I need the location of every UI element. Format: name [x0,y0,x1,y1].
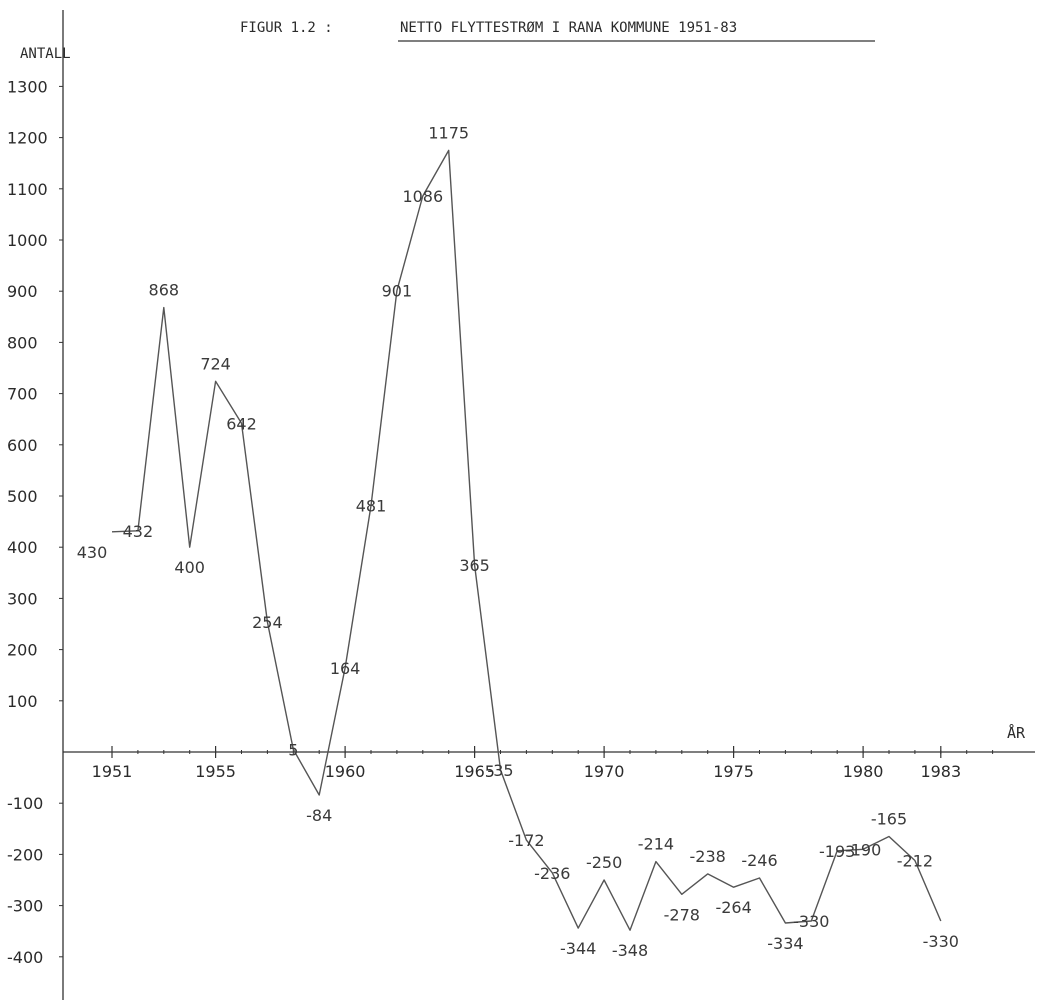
y-tick-label: 300 [7,589,38,608]
data-label: -190 [845,840,881,859]
y-tick-label: 1200 [7,129,48,148]
y-tick-label: 1000 [7,231,48,250]
y-tick-label: 100 [7,692,38,711]
x-tick-label: 1975 [713,762,754,781]
data-labels: 430 432 868 400 724 642 254 5 -84 164 481 901 1086 11… [77,123,959,960]
data-label: 5 [288,740,298,759]
x-tick-label: 1970 [584,762,625,781]
y-tick-label: 600 [7,436,38,455]
data-label: 481 [356,497,387,516]
data-label: -172 [508,831,544,850]
data-label: 1086 [402,187,443,206]
data-label: -84 [306,806,332,825]
y-tick-label: 700 [7,385,38,404]
y-tick-label: 1300 [7,77,48,96]
series-line [111,149,942,931]
chart-subtitle: NETTO FLYTTESTRØM I RANA KOMMUNE 1951-83 [400,20,737,36]
data-label: -193 [819,842,855,861]
data-label: -278 [664,905,700,924]
y-tick-label: -100 [7,794,43,813]
data-label: -344 [560,939,596,958]
x-tick-label: 1965 [454,762,495,781]
data-label: 400 [174,558,205,577]
data-label: 365 [459,556,490,575]
data-label: 901 [382,282,413,301]
x-tick-label: 1960 [325,762,366,781]
y-tick-label: 900 [7,282,38,301]
data-label: 430 [77,543,108,562]
y-tick-label: 200 [7,641,38,660]
data-label: -348 [612,941,648,960]
y-axis-label: ANTALL [20,46,71,62]
data-label: -35 [487,761,513,780]
y-tick-label: 800 [7,333,38,352]
data-label: 868 [149,281,180,300]
y-tick-label: -200 [7,845,43,864]
data-label: 724 [200,354,231,373]
data-label: -250 [586,853,622,872]
data-label: 254 [252,613,283,632]
data-label: 432 [123,522,154,541]
y-tick-label: -300 [7,897,43,916]
data-label: -330 [793,912,829,931]
x-axis-label: ÅR [1007,723,1026,742]
x-tick-label: 1955 [195,762,236,781]
y-tick-label: -400 [7,948,43,967]
data-label: -165 [871,809,907,828]
data-label: -330 [923,932,959,951]
x-tick-label: 1951 [92,762,133,781]
y-tick-label: 400 [7,538,38,557]
y-tick-label: 1100 [7,180,48,199]
y-tick-labels: 1300 1200 1100 1000 900 800 700 600 500 400 300 200… [7,77,63,967]
data-label: -264 [715,898,751,917]
x-tick-label: 1980 [843,762,884,781]
data-label: 1175 [428,123,469,142]
data-label: -212 [897,852,933,871]
chart-title: FIGUR 1.2 : [240,20,333,36]
data-label: 164 [330,659,361,678]
data-label: -214 [638,835,674,854]
data-label: -236 [534,864,570,883]
y-tick-label: 500 [7,487,38,506]
x-tick-label: 1983 [920,762,961,781]
x-tick-labels: 1951 1955 1960 1965 1970 1975 1980 1983 [92,746,994,781]
data-label: -334 [767,934,803,953]
data-label: 642 [226,414,257,433]
data-label: -246 [741,851,777,870]
data-label: -238 [690,847,726,866]
